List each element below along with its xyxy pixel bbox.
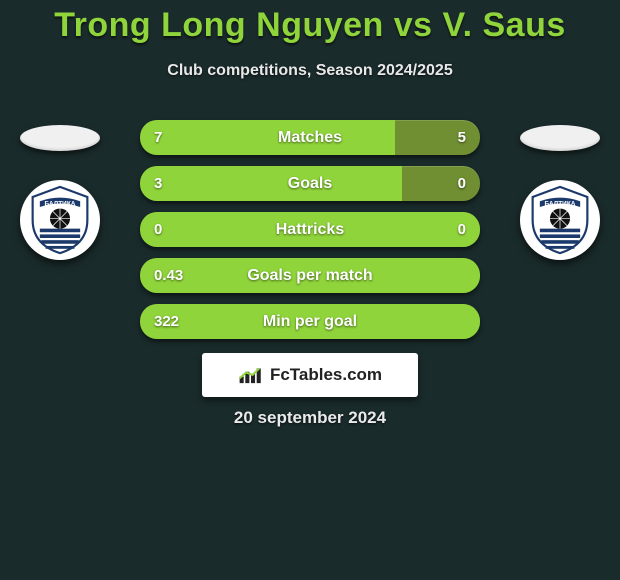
stat-row: 3Goals0 xyxy=(140,166,480,201)
card-date: 20 september 2024 xyxy=(0,408,620,428)
stat-label: Matches xyxy=(140,120,480,155)
stat-label: Goals per match xyxy=(140,258,480,293)
club-badge-left: БАЛТИКА xyxy=(20,180,100,260)
stat-value-right: 0 xyxy=(458,212,466,247)
stat-row: 7Matches5 xyxy=(140,120,480,155)
stat-label: Hattricks xyxy=(140,212,480,247)
stat-row: 0.43Goals per match xyxy=(140,258,480,293)
baltika-shield-icon: БАЛТИКА xyxy=(24,184,96,256)
bar-chart-icon xyxy=(238,365,264,385)
svg-text:БАЛТИКА: БАЛТИКА xyxy=(45,201,76,208)
stats-bars: 7Matches53Goals00Hattricks00.43Goals per… xyxy=(140,120,480,350)
comparison-card: Trong Long Nguyen vs V. Saus Club compet… xyxy=(0,0,620,580)
club-badge-right: БАЛТИКА xyxy=(520,180,600,260)
card-subtitle: Club competitions, Season 2024/2025 xyxy=(0,62,620,80)
stat-row: 322Min per goal xyxy=(140,304,480,339)
attribution-text: FcTables.com xyxy=(270,365,382,385)
stat-label: Goals xyxy=(140,166,480,201)
svg-text:БАЛТИКА: БАЛТИКА xyxy=(545,201,576,208)
attribution-box: FcTables.com xyxy=(202,353,418,397)
stat-value-right: 5 xyxy=(458,120,466,155)
baltika-shield-icon: БАЛТИКА xyxy=(524,184,596,256)
card-title: Trong Long Nguyen vs V. Saus xyxy=(0,6,620,45)
stat-label: Min per goal xyxy=(140,304,480,339)
stat-value-right: 0 xyxy=(458,166,466,201)
flag-right xyxy=(520,125,600,151)
stat-row: 0Hattricks0 xyxy=(140,212,480,247)
flag-left xyxy=(20,125,100,151)
